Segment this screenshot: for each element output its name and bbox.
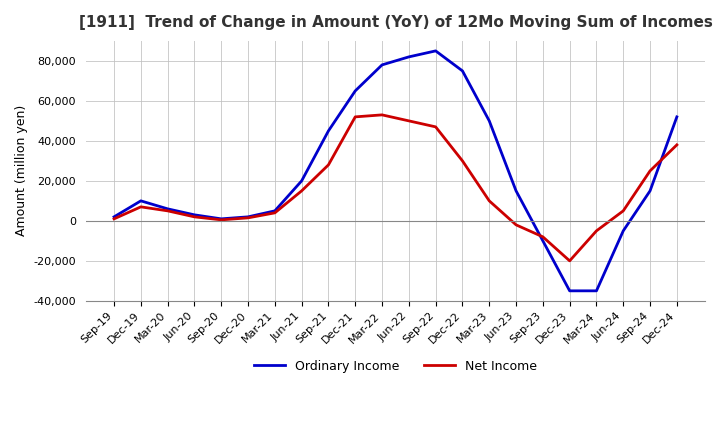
Net Income bbox=[672, 142, 681, 147]
Ordinary Income bbox=[137, 198, 145, 203]
Ordinary Income bbox=[431, 48, 440, 54]
Ordinary Income bbox=[539, 238, 547, 243]
Net Income bbox=[351, 114, 359, 120]
Net Income bbox=[646, 168, 654, 173]
Ordinary Income bbox=[565, 288, 574, 293]
Net Income bbox=[458, 158, 467, 164]
Ordinary Income bbox=[297, 178, 306, 183]
Net Income bbox=[405, 118, 413, 124]
Net Income bbox=[244, 215, 253, 220]
Ordinary Income bbox=[324, 128, 333, 133]
Ordinary Income bbox=[619, 228, 628, 234]
Net Income bbox=[512, 222, 521, 227]
Net Income bbox=[565, 258, 574, 264]
Net Income bbox=[271, 210, 279, 216]
Ordinary Income bbox=[271, 208, 279, 213]
Ordinary Income bbox=[592, 288, 600, 293]
Ordinary Income bbox=[109, 214, 118, 220]
Ordinary Income bbox=[672, 114, 681, 120]
Ordinary Income bbox=[190, 212, 199, 217]
Ordinary Income bbox=[217, 216, 225, 221]
Title: [1911]  Trend of Change in Amount (YoY) of 12Mo Moving Sum of Incomes: [1911] Trend of Change in Amount (YoY) o… bbox=[78, 15, 712, 30]
Net Income bbox=[190, 214, 199, 220]
Ordinary Income bbox=[458, 68, 467, 73]
Net Income bbox=[137, 204, 145, 209]
Ordinary Income bbox=[512, 188, 521, 194]
Ordinary Income bbox=[163, 206, 172, 212]
Ordinary Income bbox=[244, 214, 253, 220]
Ordinary Income bbox=[485, 118, 494, 124]
Y-axis label: Amount (million yen): Amount (million yen) bbox=[15, 105, 28, 236]
Line: Ordinary Income: Ordinary Income bbox=[114, 51, 677, 291]
Net Income bbox=[619, 208, 628, 213]
Net Income bbox=[431, 124, 440, 129]
Ordinary Income bbox=[646, 188, 654, 194]
Net Income bbox=[109, 216, 118, 221]
Net Income bbox=[539, 234, 547, 239]
Net Income bbox=[163, 208, 172, 213]
Net Income bbox=[297, 188, 306, 194]
Legend: Ordinary Income, Net Income: Ordinary Income, Net Income bbox=[248, 355, 542, 378]
Net Income bbox=[217, 217, 225, 223]
Net Income bbox=[378, 112, 387, 117]
Ordinary Income bbox=[405, 54, 413, 59]
Net Income bbox=[324, 162, 333, 168]
Net Income bbox=[592, 228, 600, 234]
Net Income bbox=[485, 198, 494, 203]
Line: Net Income: Net Income bbox=[114, 115, 677, 261]
Ordinary Income bbox=[378, 62, 387, 67]
Ordinary Income bbox=[351, 88, 359, 94]
